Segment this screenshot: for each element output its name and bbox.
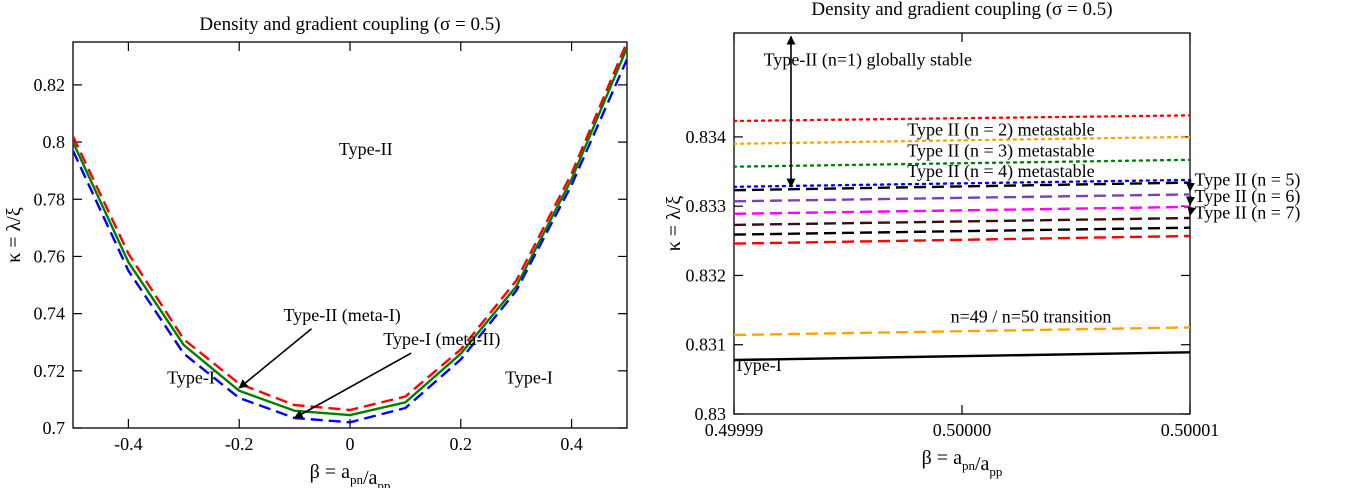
- series-line-8: [734, 216, 1190, 227]
- series-line-3: [734, 158, 1190, 168]
- annotation-arrow: [1187, 206, 1197, 217]
- y-tick-label: 0.74: [34, 304, 66, 324]
- y-tick-label: 0.832: [686, 265, 727, 285]
- series-line-6: [734, 193, 1190, 203]
- annotation-label: Type-I: [734, 355, 782, 375]
- annotation-label: Type II (n = 7): [1195, 203, 1301, 224]
- annotation-label: Type II (n = 3) metastable: [907, 140, 1094, 161]
- series-group: [73, 42, 627, 424]
- chart-2: Density and gradient coupling (σ = 0.5) 0…: [663, 0, 1300, 479]
- series-line-9: [734, 226, 1190, 236]
- x-axis-label: β = apn/app: [310, 461, 391, 488]
- x-tick-label: 0.49999: [705, 420, 764, 440]
- x-tick-label: 0.4: [560, 434, 583, 454]
- series-line-7: [734, 205, 1190, 215]
- annotation-label: Type-II: [339, 139, 393, 159]
- series-line-10: [734, 234, 1190, 245]
- y-tick-label: 0.78: [34, 189, 66, 209]
- annotation-label: n=49 / n=50 transition: [951, 307, 1112, 327]
- y-tick-label: 0.833: [686, 196, 727, 216]
- chart-1: Density and gradient coupling (σ = 0.5) -…: [3, 14, 628, 488]
- chart-title: Density and gradient coupling (σ = 0.5): [811, 0, 1112, 20]
- annotation-label: Type II (n = 5): [1195, 169, 1301, 190]
- x-axis-label: β = apn/app: [922, 447, 1003, 479]
- y-tick-label: 0.83: [695, 404, 727, 424]
- annotation-arrow: [1185, 179, 1195, 192]
- series-line-2: [734, 135, 1190, 146]
- y-tick-label: 0.831: [686, 335, 727, 355]
- series-line-3: [73, 58, 627, 424]
- series-line-11: [734, 326, 1190, 337]
- y-tick-label: 0.7: [43, 418, 66, 438]
- annotation-label: Type II (n = 6): [1195, 186, 1301, 207]
- x-tick-label: 0.50000: [933, 420, 992, 440]
- annotation-label: Type-II (meta-I): [284, 305, 401, 326]
- y-axis-label: κ = λ/ξ: [3, 207, 25, 263]
- annotation-label: Type II (n = 4) metastable: [907, 161, 1094, 182]
- y-tick-label: 0.8: [43, 132, 66, 152]
- annotation-arrow: [1186, 195, 1196, 206]
- x-tick-label: 0.2: [450, 434, 473, 454]
- y-tick-label: 0.72: [34, 361, 66, 381]
- y-axis-label: κ = λ/ξ: [663, 196, 685, 252]
- series-line-12: [734, 351, 1190, 362]
- annotation-label: Type II (n = 2) metastable: [907, 120, 1094, 141]
- series-line-2: [73, 47, 627, 417]
- chart-title: Density and gradient coupling (σ = 0.5): [199, 14, 500, 35]
- x-tick-label: -0.4: [114, 434, 143, 454]
- series-line-5: [734, 181, 1190, 192]
- annotation-label: Type-I: [505, 368, 553, 388]
- x-tick-label: -0.2: [225, 434, 254, 454]
- y-tick-label: 0.82: [34, 75, 66, 95]
- annotation-label: Type-II (n=1) globally stable: [764, 50, 972, 71]
- annotation-label: Type-I (meta-II): [383, 329, 500, 350]
- annotation-arrow: [293, 352, 412, 419]
- x-tick-label: 0.50001: [1161, 420, 1220, 440]
- y-tick-label: 0.76: [34, 246, 66, 266]
- x-tick-label: 0: [346, 434, 355, 454]
- series-group: [734, 114, 1190, 362]
- series-line-1: [734, 114, 1190, 123]
- annotation-arrow: [238, 328, 313, 389]
- annotation-label: Type-I: [167, 368, 215, 388]
- series-line-4: [734, 178, 1190, 189]
- series-line-1: [73, 42, 627, 412]
- y-tick-label: 0.834: [686, 127, 727, 147]
